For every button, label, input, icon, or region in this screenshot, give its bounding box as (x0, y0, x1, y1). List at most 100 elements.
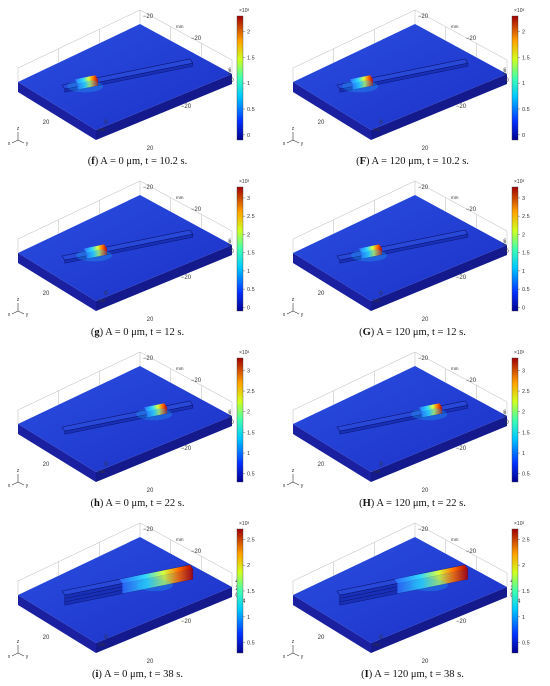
tick-label: 20 (318, 120, 325, 126)
colorbar: ×10³ 2 1.5 1 0.5 0 (236, 8, 255, 141)
axis-unit-label: mm (227, 238, 232, 246)
simulation-plot: −20mm−200mm−4−20200mm20zxy×10³32.521.510… (283, 179, 530, 323)
colorbar-tick-label: 2.5 (247, 537, 255, 543)
panel-caption: (F) A = 120 μm, t = 10.2 s. (356, 156, 469, 167)
tick-label: 0 (230, 249, 234, 255)
triad-x-label: x (8, 312, 11, 318)
colorbar-exponent: ×10³ (514, 179, 524, 185)
colorbar-tick-label: 2 (247, 232, 250, 238)
melt-pool-hot-zone (76, 244, 112, 262)
axis-box-lines (292, 180, 508, 253)
tick-label: −20 (456, 275, 467, 281)
tick-label: −20 (181, 104, 192, 110)
axis-unit-label: mm (176, 195, 184, 200)
coordinate-triad (11, 645, 25, 657)
figure-panel-I: −20mm−20420−4−20200mm20zxy×10³2.521.510.… (275, 513, 550, 684)
tick-label: −20 (181, 275, 192, 281)
triad-y-label: y (301, 483, 304, 489)
colorbar-tick-label: 0.5 (247, 472, 255, 478)
triad-x-label: x (283, 483, 286, 489)
triad-z-label: z (292, 297, 295, 303)
tick-label: 20 (43, 462, 50, 468)
colorbar-tick-label: 1 (522, 269, 525, 275)
tick-label: 20 (43, 635, 50, 641)
colorbar: ×10³ 3 2.5 2 1.5 1 0.5 0 (511, 179, 530, 311)
tick-label: 20 (43, 291, 50, 297)
colorbar-tick-label: 1.5 (247, 251, 255, 257)
axis-box-lines (292, 351, 508, 424)
axis-unit-label: mm (176, 24, 184, 29)
coordinate-triad (11, 132, 25, 144)
axis-box-lines (292, 522, 508, 595)
tick-label: −20 (191, 378, 202, 384)
colorbar-tick-label: 0 (247, 133, 250, 139)
panel-caption: (I) A = 120 μm, t = 38 s. (361, 669, 464, 680)
axis-unit-label: mm (176, 537, 184, 542)
triad-y-label: y (301, 141, 304, 147)
colorbar-tick-label: 0.5 (522, 287, 530, 293)
panel-caption: (G) A = 120 μm, t = 12 s. (359, 327, 466, 338)
melt-pool-hot-zone (394, 565, 468, 594)
colorbar-tick-label: 2 (247, 30, 250, 36)
panel-caption-text: A = 120 μm, t = 12 s. (374, 327, 466, 338)
panel-caption-text: A = 0 μm, t = 22 s. (103, 498, 185, 509)
tick-label: 20 (422, 146, 429, 152)
panel-letter: F (359, 156, 366, 167)
tick-label: 20 (318, 462, 325, 468)
triad-z-label: z (17, 297, 20, 303)
panel-letter: I (364, 669, 369, 680)
colorbar-exponent: ×10³ (239, 8, 249, 14)
colorbar: ×10³ 3 2.5 2 1.5 1 0.5 (511, 350, 530, 483)
colorbar-tick-label: 2 (522, 232, 525, 238)
figure-panel-H: −20mm−200mm−4−20200mm20zxy×10³32.521.510… (275, 342, 550, 513)
colorbar-tick-label: 1.5 (247, 55, 255, 61)
tick-label: 0 (230, 78, 234, 84)
panel-letter: G (362, 327, 371, 338)
figure-panel-G: −20mm−200mm−4−20200mm20zxy×10³32.521.510… (275, 171, 550, 342)
axis-unit-label: mm (98, 298, 106, 303)
colorbar-tick-label: 1.5 (522, 430, 530, 436)
panel-letter: g (94, 327, 100, 338)
tick-label: −20 (143, 185, 154, 191)
coordinate-triad (11, 303, 25, 315)
colorbar-tick-label: 2 (247, 563, 250, 569)
tick-label: 20 (147, 488, 154, 494)
panel-caption-text: A = 120 μm, t = 38 s. (372, 669, 464, 680)
tick-label: −20 (191, 36, 202, 42)
axis-box-lines (17, 522, 233, 595)
colorbar-tick-label: 0 (247, 305, 250, 311)
colorbar-tick-label: 0.5 (247, 287, 255, 293)
colorbar-tick-label: 0.5 (522, 472, 530, 478)
axis-unit-label: mm (373, 127, 381, 132)
colorbar-tick-label: 0.5 (247, 107, 255, 113)
tick-label: −20 (418, 185, 429, 191)
colorbar-tick-label: 2 (522, 30, 525, 36)
axis-unit-label: mm (451, 366, 459, 371)
figure-panel-i: −20mm−20420−4−20200mm20zxy×10³2.521.510.… (0, 513, 275, 684)
panel-caption: (h) A = 0 μm, t = 22 s. (90, 498, 185, 509)
tick-label: −20 (466, 36, 477, 42)
simulation-plot: −20mm−200mm−4−20200mm20zxy×10³32.521.510… (8, 350, 255, 494)
axis-unit-label: mm (227, 67, 232, 75)
panel-caption-text: A = 0 μm, t = 12 s. (103, 327, 185, 338)
panel-caption: (g) A = 0 μm, t = 12 s. (90, 327, 185, 338)
colorbar-tick-label: 1 (522, 615, 525, 621)
figure-panel-F: −20mm−200mm−4−20200mm20zxy×10³21.510.50(… (275, 0, 550, 171)
axis-unit-label: mm (98, 127, 106, 132)
axis-unit-label: mm (451, 24, 459, 29)
tick-label: −20 (466, 378, 477, 384)
simulation-plot: −20mm−200mm−4−20200mm20zxy×10³32.521.510… (283, 350, 530, 494)
tick-label: −20 (143, 14, 154, 20)
tick-label: 0 (104, 462, 108, 468)
panel-caption-text: A = 0 μm, t = 38 s. (101, 669, 183, 680)
tick-label: 0 (379, 462, 383, 468)
axis-unit-label: mm (373, 469, 381, 474)
colorbar-exponent: ×10³ (514, 521, 524, 527)
simulation-plot: −20mm−20420−4−20200mm20zxy×10³2.521.510.… (8, 521, 255, 665)
colorbar-tick-label: 0 (522, 133, 525, 139)
tick-label: 0 (505, 249, 509, 255)
colorbar-tick-label: 2.5 (247, 389, 255, 395)
tick-label: −20 (418, 527, 429, 533)
